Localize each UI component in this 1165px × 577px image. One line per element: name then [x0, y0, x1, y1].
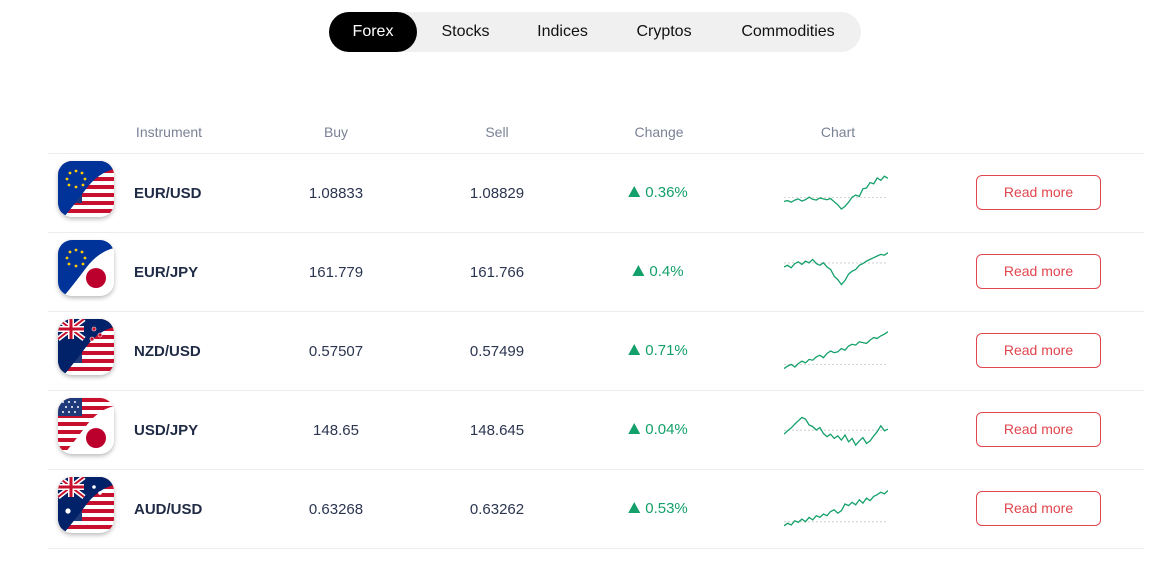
table-header: Instrument Buy Sell Change Chart	[0, 124, 1165, 140]
table-row: USD/JPY 148.65 148.645 0.04% Read more	[48, 391, 1144, 470]
up-arrow-icon	[628, 185, 641, 197]
col-buy: Buy	[323, 124, 349, 140]
read-more-button[interactable]: Read more	[976, 175, 1101, 210]
tab-forex[interactable]: Forex	[329, 12, 417, 52]
instrument-symbol: EUR/USD	[134, 185, 202, 202]
up-arrow-icon	[628, 501, 641, 513]
up-arrow-icon	[632, 264, 645, 276]
buy-price: 1.08833	[308, 185, 364, 202]
sparkline-chart	[784, 331, 888, 370]
change-value: 0.71%	[628, 342, 688, 359]
au-us-flag-icon	[58, 477, 114, 533]
eu-jp-flag-icon	[58, 240, 114, 296]
change-value: 0.04%	[628, 421, 688, 438]
instrument-symbol: USD/JPY	[134, 422, 199, 439]
buy-price: 148.65	[313, 422, 359, 439]
sparkline-chart	[784, 252, 888, 286]
up-arrow-icon	[628, 343, 641, 355]
eu-us-flag-icon	[58, 161, 114, 217]
tab-indices[interactable]: Indices	[537, 23, 588, 40]
instrument-symbol: EUR/JPY	[134, 264, 199, 281]
buy-price: 161.779	[308, 264, 364, 281]
change-value: 0.53%	[628, 500, 688, 517]
sparkline-chart	[784, 490, 888, 527]
table-row: EUR/USD 1.08833 1.08829 0.36% Read more	[48, 154, 1144, 233]
tab-cryptos[interactable]: Cryptos	[636, 23, 692, 40]
sell-price: 148.645	[469, 422, 525, 439]
read-more-button[interactable]: Read more	[976, 412, 1101, 447]
tab-stocks[interactable]: Stocks	[441, 23, 490, 40]
col-instrument: Instrument	[135, 124, 203, 140]
buy-price: 0.57507	[308, 343, 364, 360]
sell-price: 0.57499	[469, 343, 525, 360]
change-value: 0.4%	[632, 263, 684, 280]
sparkline-line	[784, 490, 888, 527]
sparkline-line	[784, 331, 888, 370]
read-more-button[interactable]: Read more	[976, 254, 1101, 289]
instrument-table: EUR/USD 1.08833 1.08829 0.36% Read more …	[48, 153, 1144, 549]
table-row: AUD/USD 0.63268 0.63262 0.53% Read more	[48, 470, 1144, 549]
table-row: NZD/USD 0.57507 0.57499 0.71% Read more	[48, 312, 1144, 391]
us-jp-flag-icon	[58, 398, 114, 454]
change-value: 0.36%	[628, 184, 688, 201]
col-change: Change	[634, 124, 684, 140]
sell-price: 1.08829	[469, 185, 525, 202]
sparkline-chart	[784, 175, 888, 210]
nz-us-flag-icon	[58, 319, 114, 375]
col-sell: Sell	[485, 124, 509, 140]
table-row: EUR/JPY 161.779 161.766 0.4% Read more	[48, 233, 1144, 312]
sparkline-line	[784, 252, 888, 286]
tab-commodities[interactable]: Commodities	[741, 23, 835, 40]
read-more-button[interactable]: Read more	[976, 333, 1101, 368]
buy-price: 0.63268	[308, 501, 364, 518]
col-chart: Chart	[820, 124, 856, 140]
sell-price: 0.63262	[469, 501, 525, 518]
market-tabs: Forex Stocks Indices Cryptos Commodities	[329, 12, 861, 52]
sparkline-line	[784, 416, 888, 447]
read-more-button[interactable]: Read more	[976, 491, 1101, 526]
sparkline-line	[784, 175, 888, 210]
up-arrow-icon	[628, 422, 641, 434]
sell-price: 161.766	[469, 264, 525, 281]
sparkline-chart	[784, 416, 888, 447]
instrument-symbol: AUD/USD	[134, 501, 203, 518]
instrument-symbol: NZD/USD	[134, 343, 201, 360]
